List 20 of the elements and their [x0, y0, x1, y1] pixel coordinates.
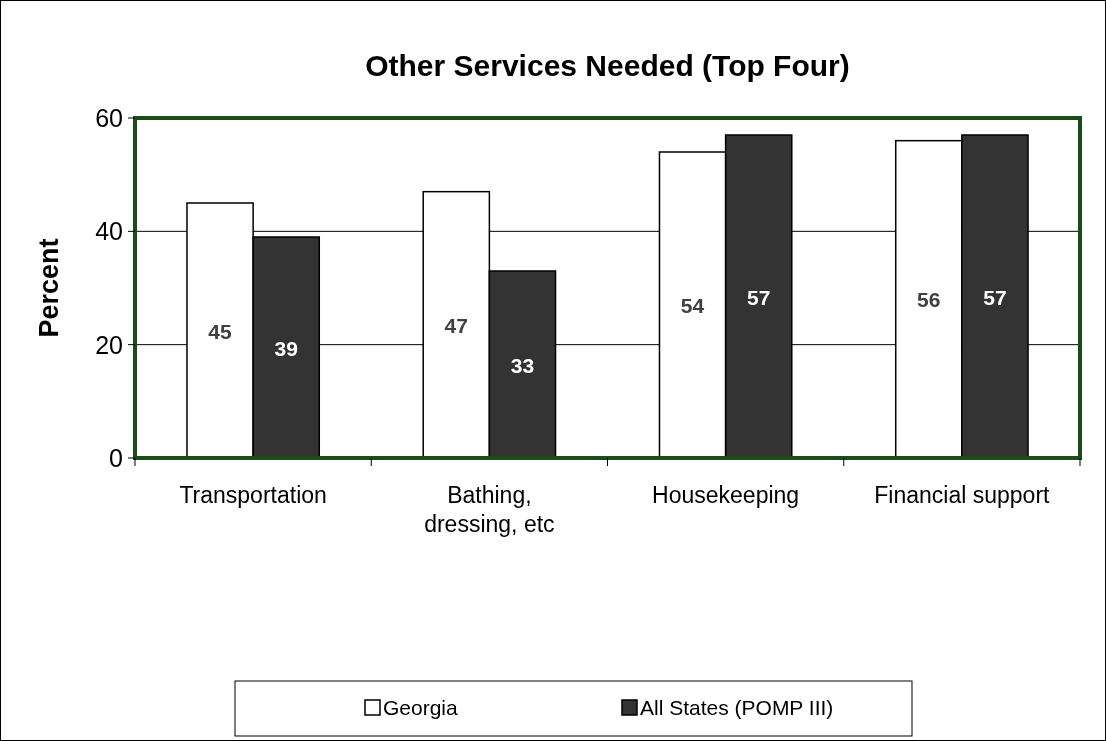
data-label: 54 — [680, 294, 705, 317]
x-tick-label: Transportation — [179, 482, 327, 508]
x-tick-label: Financial support — [874, 482, 1051, 508]
data-label: 33 — [510, 353, 535, 377]
chart-title: Other Services Needed (Top Four) — [365, 49, 850, 82]
y-tick-label: 20 — [95, 330, 123, 359]
y-tick-label: 0 — [109, 444, 123, 472]
data-label: 56 — [917, 288, 941, 312]
legend-label: Georgia — [383, 696, 459, 719]
y-axis-title: Percent — [34, 238, 64, 338]
data-label: 47 — [444, 313, 468, 337]
x-tick-label: Bathing, dressing, etc — [424, 482, 555, 537]
x-tick-label: Housekeeping — [652, 482, 800, 508]
data-label: 45 — [208, 319, 233, 343]
data-label: 57 — [983, 285, 1007, 309]
y-tick-label: 40 — [95, 217, 123, 246]
data-label: 39 — [274, 336, 298, 360]
legend-label: All States (POMP III) — [640, 696, 834, 719]
y-tick-label: 60 — [95, 104, 123, 132]
data-label: 57 — [747, 285, 771, 309]
